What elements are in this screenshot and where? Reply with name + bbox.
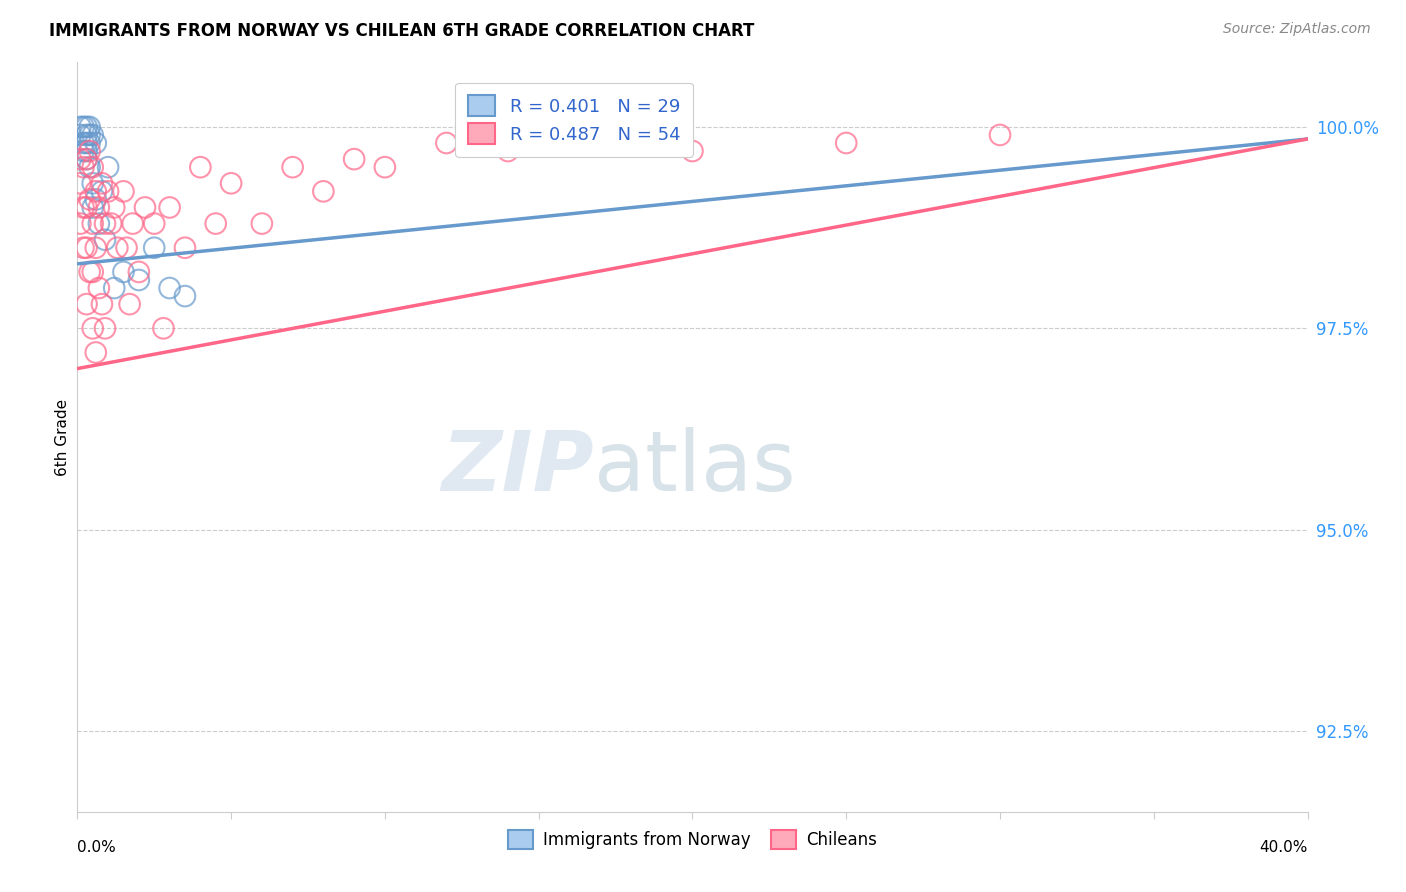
Point — [69, 128, 91, 142]
Point — [94, 233, 117, 247]
Point — [94, 321, 117, 335]
Point — [82, 128, 104, 142]
Text: IMMIGRANTS FROM NORWAY VS CHILEAN 6TH GRADE CORRELATION CHART: IMMIGRANTS FROM NORWAY VS CHILEAN 6TH GR… — [49, 22, 755, 40]
Point — [76, 201, 98, 215]
Point — [76, 144, 98, 158]
Text: Source: ZipAtlas.com: Source: ZipAtlas.com — [1223, 22, 1371, 37]
Point — [97, 185, 120, 199]
Point — [188, 160, 212, 174]
Point — [76, 128, 98, 142]
Point — [82, 321, 104, 335]
Point — [84, 185, 107, 199]
Point — [128, 265, 150, 279]
Text: ZIP: ZIP — [441, 426, 595, 508]
Point — [79, 144, 101, 158]
Point — [79, 160, 101, 174]
Point — [82, 201, 104, 215]
Point — [76, 136, 98, 150]
Point — [143, 217, 166, 231]
Point — [90, 297, 114, 311]
Point — [87, 281, 110, 295]
Point — [115, 241, 138, 255]
Point — [103, 281, 125, 295]
Point — [76, 241, 98, 255]
Point — [84, 345, 107, 359]
Point — [128, 273, 150, 287]
Point — [84, 241, 107, 255]
Text: 40.0%: 40.0% — [1260, 840, 1308, 855]
Point — [174, 241, 197, 255]
Point — [374, 160, 396, 174]
Point — [105, 241, 128, 255]
Point — [436, 136, 458, 150]
Point — [835, 136, 858, 150]
Point — [118, 297, 141, 311]
Point — [204, 217, 226, 231]
Point — [82, 265, 104, 279]
Point — [94, 217, 117, 231]
Point — [152, 321, 174, 335]
Point — [79, 193, 101, 207]
Point — [82, 176, 104, 190]
Point — [84, 193, 107, 207]
Point — [79, 120, 101, 134]
Point — [82, 217, 104, 231]
Point — [988, 128, 1011, 142]
Point — [97, 160, 120, 174]
Point — [69, 152, 91, 166]
Point — [112, 265, 135, 279]
Point — [103, 201, 125, 215]
Point — [79, 136, 101, 150]
Point — [76, 120, 98, 134]
Point — [100, 217, 122, 231]
Point — [112, 185, 135, 199]
Point — [72, 241, 94, 255]
Text: 0.0%: 0.0% — [77, 840, 117, 855]
Point — [72, 136, 94, 150]
Point — [159, 281, 181, 295]
Point — [72, 120, 94, 134]
Point — [682, 144, 704, 158]
Legend: Immigrants from Norway, Chileans: Immigrants from Norway, Chileans — [502, 823, 883, 855]
Point — [134, 201, 156, 215]
Point — [79, 128, 101, 142]
Point — [159, 201, 181, 215]
Point — [496, 144, 519, 158]
Point — [87, 217, 110, 231]
Text: atlas: atlas — [595, 426, 796, 508]
Point — [76, 297, 98, 311]
Point — [90, 185, 114, 199]
Point — [250, 217, 273, 231]
Point — [281, 160, 304, 174]
Point — [69, 120, 91, 134]
Point — [76, 152, 98, 166]
Point — [69, 217, 91, 231]
Point — [558, 136, 581, 150]
Point — [72, 144, 94, 158]
Point — [312, 185, 335, 199]
Y-axis label: 6th Grade: 6th Grade — [55, 399, 70, 475]
Point — [121, 217, 143, 231]
Point — [90, 176, 114, 190]
Point — [72, 160, 94, 174]
Point — [72, 201, 94, 215]
Point — [87, 201, 110, 215]
Point — [69, 176, 91, 190]
Point — [143, 241, 166, 255]
Point — [219, 176, 242, 190]
Point — [174, 289, 197, 303]
Point — [84, 136, 107, 150]
Point — [76, 152, 98, 166]
Point — [343, 152, 366, 166]
Point — [82, 160, 104, 174]
Point — [79, 265, 101, 279]
